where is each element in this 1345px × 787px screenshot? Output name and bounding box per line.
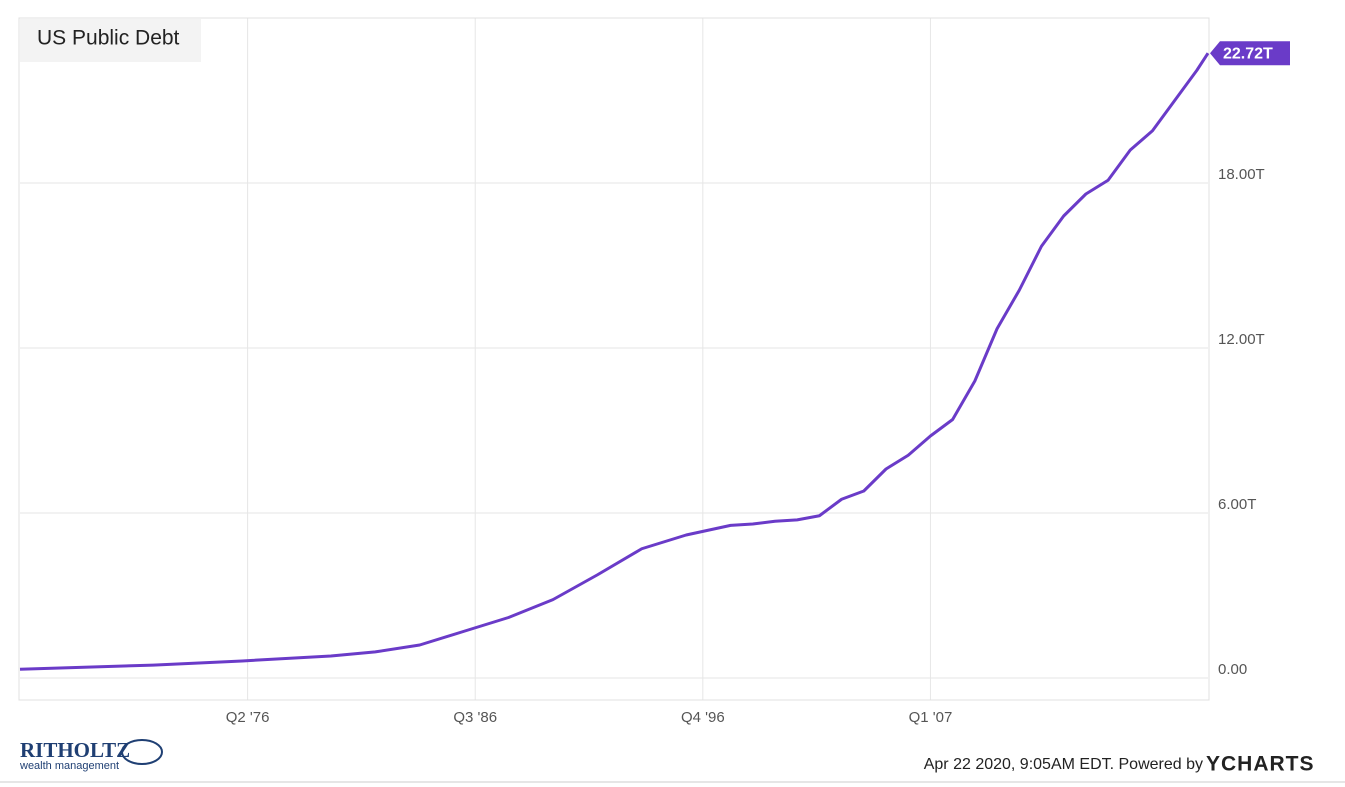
x-tick-label: Q4 '96 [681, 709, 725, 726]
logo-mark [121, 739, 163, 765]
x-tick-label: Q2 '76 [226, 709, 270, 726]
last-value-tag [1210, 41, 1290, 66]
y-tick-label: 0.00 [1218, 661, 1247, 678]
x-tick-label: Q3 '86 [453, 709, 497, 726]
logo-sub: wealth management [19, 760, 119, 772]
x-tick-label: Q1 '07 [909, 709, 953, 726]
y-tick-label: 18.00T [1218, 166, 1265, 183]
data-line [19, 52, 1210, 671]
y-tick-label: 12.00T [1218, 331, 1265, 348]
chart-title: US Public Debt [37, 27, 180, 50]
last-value-label: 22.72T [1223, 45, 1273, 62]
footer-brand: YCHARTS [1206, 753, 1315, 776]
y-tick-label: 6.00T [1218, 496, 1256, 513]
footer-timestamp: Apr 22 2020, 9:05AM EDT. Powered by [924, 756, 1203, 773]
title-box [20, 19, 201, 62]
plot-frame [18, 17, 1210, 701]
logo: RITHOLTZ [20, 738, 130, 762]
